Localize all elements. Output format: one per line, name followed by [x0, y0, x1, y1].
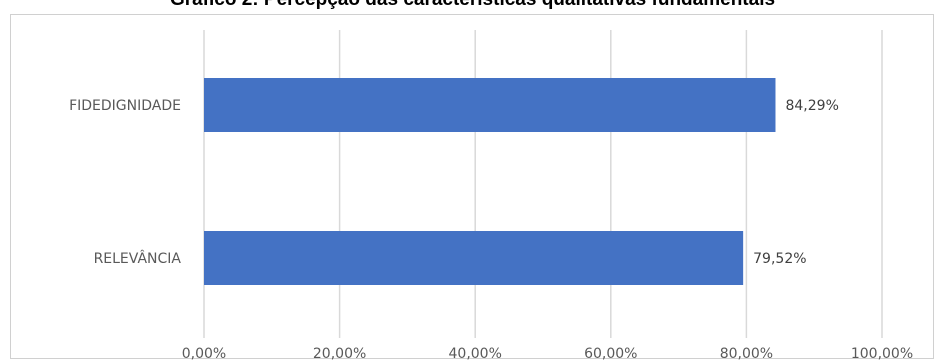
- x-tick-label-5: 100,00%: [851, 346, 913, 362]
- bar-fidedignidade: [204, 78, 776, 132]
- x-tick-label-1: 20,00%: [313, 346, 366, 362]
- x-tick-label-2: 40,00%: [449, 346, 502, 362]
- chart-frame: [10, 14, 934, 359]
- data-label-0: 84,29%: [785, 98, 838, 114]
- x-tick-label-0: 0,00%: [182, 346, 226, 362]
- category-label-1: RELEVÂNCIA: [94, 249, 182, 267]
- x-tick-label-3: 60,00%: [584, 346, 637, 362]
- bar-relevância: [204, 231, 744, 285]
- category-label-0: FIDEDIGNIDADE: [69, 98, 181, 114]
- chart-title: Gráfico 2: Percepção das características…: [0, 0, 945, 11]
- x-tick-label-4: 80,00%: [720, 346, 773, 362]
- data-label-1: 79,52%: [753, 251, 806, 267]
